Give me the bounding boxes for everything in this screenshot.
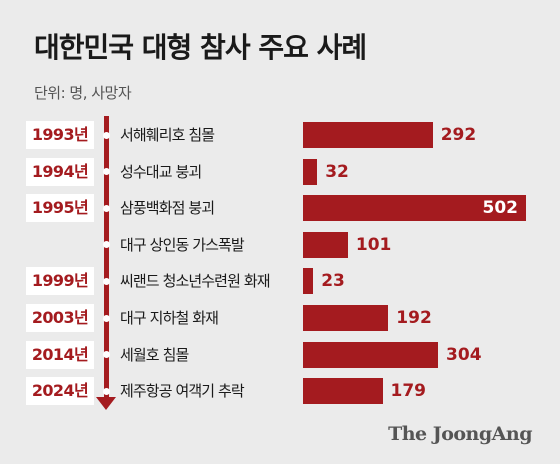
timeline-dot	[103, 314, 110, 322]
year-label: 1999년	[26, 267, 94, 296]
category-label: 제주항공 여객기 추락	[120, 382, 245, 401]
unit-label: 단위: 명, 사망자	[34, 84, 132, 102]
timeline-dot	[103, 277, 110, 285]
data-bar	[303, 158, 318, 185]
year-label: 2003년	[26, 304, 94, 332]
category-label: 대구 상인동 가스폭발	[120, 235, 245, 254]
year-label: 2014년	[26, 340, 94, 369]
category-label: 씨랜드 청소년수련원 화재	[120, 272, 271, 291]
category-label: 세월호 침몰	[120, 345, 189, 364]
value-label: 179	[390, 381, 427, 402]
value-label: 502	[482, 198, 519, 219]
value-label: 304	[446, 344, 482, 365]
timeline-arrow	[96, 397, 116, 410]
value-label: 192	[396, 308, 432, 328]
category-label: 서해훼리호 침몰	[120, 126, 215, 144]
year-label: 2024년	[26, 377, 94, 406]
year-label: 1995년	[26, 194, 94, 223]
timeline-line	[104, 116, 109, 398]
value-label: 23	[321, 271, 345, 292]
timeline-dot	[103, 131, 110, 139]
timeline-dot	[103, 351, 110, 359]
data-bar	[303, 305, 389, 331]
year-label: 1994년	[26, 157, 94, 186]
timeline-dot	[103, 168, 110, 176]
publisher-logo: The JoongAng	[388, 423, 532, 445]
chart-title: 대한민국 대형 참사 주요 사례	[34, 31, 367, 64]
category-label: 대구 지하철 화재	[120, 309, 219, 327]
year-label: 1993년	[26, 121, 94, 149]
category-label: 성수대교 붕괴	[120, 162, 202, 181]
data-bar	[303, 231, 348, 258]
data-bar	[303, 195, 526, 222]
data-bar	[303, 341, 439, 368]
timeline-dot	[103, 204, 110, 212]
value-label: 101	[355, 234, 392, 255]
timeline-dot	[103, 387, 110, 395]
data-bar	[303, 268, 314, 295]
data-bar	[303, 378, 383, 405]
timeline-dot	[103, 241, 110, 249]
value-label: 32	[325, 161, 349, 182]
value-label: 292	[440, 125, 477, 145]
category-label: 삼풍백화점 붕괴	[120, 199, 215, 218]
data-bar	[303, 122, 433, 148]
